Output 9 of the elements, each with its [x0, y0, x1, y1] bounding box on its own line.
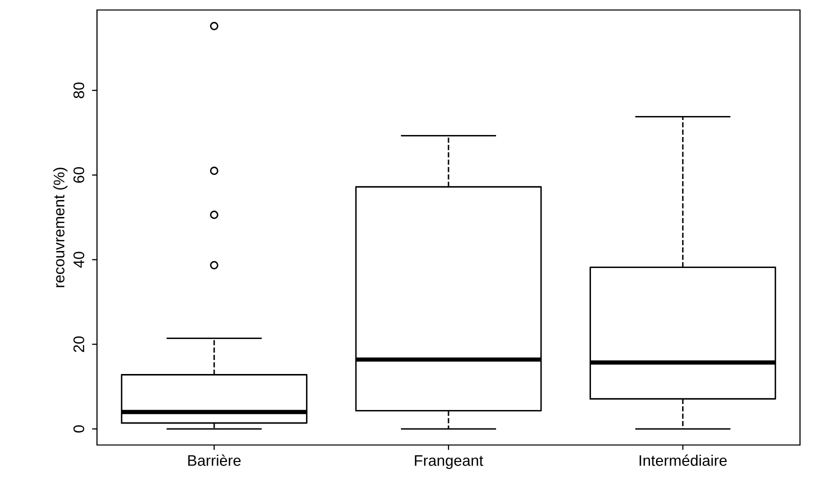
y-tick-label: 40: [73, 252, 84, 268]
y-axis-title: recouvrement (%): [53, 168, 68, 288]
y-tick-label: 60: [73, 167, 84, 183]
y-tick-label: 0: [73, 425, 84, 433]
x-tick-label: Frangeant: [414, 455, 484, 469]
x-tick-label: Barrière: [188, 454, 241, 466]
y-tick-label: 80: [73, 82, 84, 98]
x-tick-label: Intermédiaire: [640, 454, 727, 466]
y-tick-label: 20: [73, 336, 84, 352]
